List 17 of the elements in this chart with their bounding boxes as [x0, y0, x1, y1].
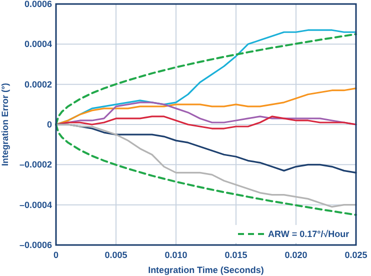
line-series — [55, 88, 357, 126]
x-tick-label: 0 — [53, 250, 59, 260]
y-tick-label: 0.0002 — [24, 79, 52, 90]
y-tick-label: 0.0004 — [24, 39, 52, 50]
x-tick-label: 0.015 — [224, 250, 248, 260]
y-tick-label: 0 — [46, 120, 52, 130]
legend-label: ARW = 0.17°/√Hour — [268, 229, 350, 239]
x-axis-title: Integration Time (Seconds) — [148, 265, 264, 275]
y-tick-label: 0.0006 — [24, 0, 52, 9]
x-tick-label: 0.005 — [104, 250, 128, 260]
x-tick-label: 0.020 — [284, 250, 308, 260]
y-tick-label: –0.0004 — [19, 200, 52, 210]
y-tick-label: –0.0002 — [19, 160, 52, 170]
y-axis-title: Integration Error (°) — [0, 82, 10, 166]
x-tick-label: 0.025 — [344, 250, 368, 260]
x-tick-label: 0.010 — [164, 250, 188, 260]
y-tick-label: –0.0006 — [19, 240, 52, 250]
